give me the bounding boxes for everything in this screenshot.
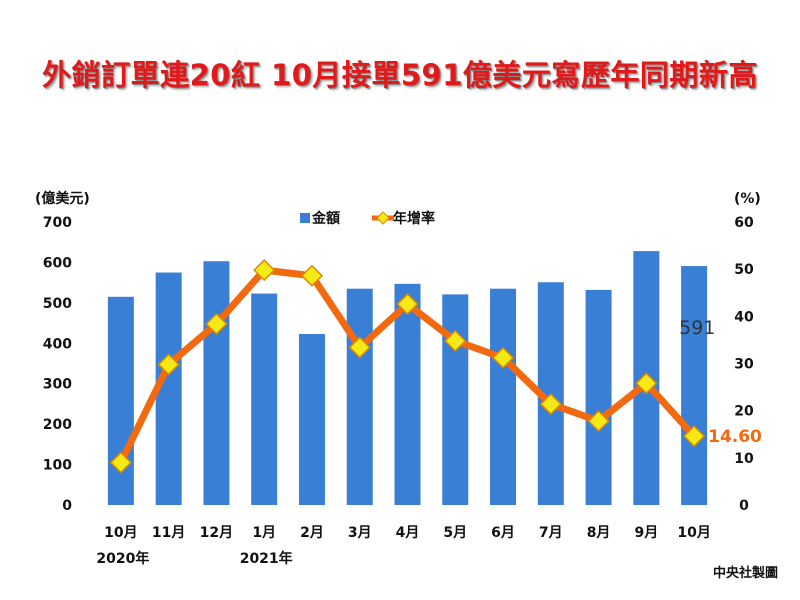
bar-4 <box>251 293 278 505</box>
left-tick-label: 600 <box>43 255 72 271</box>
left-tick-label: 200 <box>43 417 72 433</box>
left-tick-label: 700 <box>43 215 72 231</box>
x-tick-label: 12月 <box>200 525 233 541</box>
bar-1 <box>107 296 134 505</box>
bar-11 <box>585 289 612 505</box>
legend-bar-swatch <box>300 213 310 223</box>
growth-rate-marker-6 <box>348 336 371 359</box>
year-label: 2020年 <box>96 550 149 567</box>
x-tick-label: 10月 <box>677 525 710 541</box>
x-tick-label: 8月 <box>587 525 611 541</box>
right-tick-label: 50 <box>734 262 754 278</box>
bar-7 <box>394 283 421 505</box>
legend-line-label: 年增率 <box>393 210 435 227</box>
right-tick-label: 10 <box>734 451 754 467</box>
left-axis-label: (億美元) <box>35 190 90 207</box>
x-tick-label: 2月 <box>300 525 324 541</box>
growth-rate-marker-1 <box>109 451 132 474</box>
bar-13 <box>681 266 708 505</box>
bar-5 <box>298 333 325 505</box>
line-value-annotation: 14.60 <box>708 427 762 447</box>
growth-rate-marker-10 <box>539 393 562 416</box>
growth-rate-marker-13 <box>683 425 706 448</box>
credit-label: 中央社製圖 <box>712 566 778 581</box>
growth-rate-marker-8 <box>444 329 467 352</box>
right-tick-label: 40 <box>734 309 754 325</box>
right-tick-label: 60 <box>734 215 754 231</box>
x-tick-label: 4月 <box>396 525 420 541</box>
x-tick-label: 5月 <box>443 525 467 541</box>
left-tick-label: 300 <box>43 377 72 393</box>
right-axis-label: (%) <box>734 191 761 207</box>
right-tick-label: 20 <box>734 404 754 420</box>
x-tick-label: 11月 <box>152 525 185 541</box>
bar-value-annotation: 591 <box>679 317 715 339</box>
growth-rate-marker-5 <box>300 264 324 287</box>
legend-bar-label: 金額 <box>311 210 340 227</box>
growth-rate-marker-2 <box>157 353 180 376</box>
bar-3 <box>203 261 230 505</box>
x-tick-label: 10月 <box>104 525 137 541</box>
chart-title: 外銷訂單連20紅 10月接單591億美元寫歷年同期新高 <box>42 58 758 92</box>
growth-rate-marker-4 <box>253 259 276 282</box>
left-tick-label: 100 <box>43 458 72 474</box>
growth-rate-marker-11 <box>587 409 610 433</box>
bar-6 <box>346 288 373 505</box>
growth-rate-marker-3 <box>205 312 228 335</box>
left-tick-label: 500 <box>43 296 72 312</box>
bar-8 <box>442 294 469 505</box>
bar-9 <box>490 288 517 505</box>
x-tick-label: 9月 <box>634 525 658 541</box>
growth-rate-marker-12 <box>635 372 658 395</box>
x-tick-label: 7月 <box>539 525 563 541</box>
x-tick-label: 1月 <box>252 525 276 541</box>
right-tick-label: 0 <box>739 498 749 514</box>
x-tick-label: 6月 <box>491 525 515 541</box>
left-tick-label: 0 <box>62 498 72 514</box>
right-tick-label: 30 <box>734 357 754 373</box>
growth-rate-marker-9 <box>491 346 515 369</box>
growth-rate-marker-7 <box>396 293 419 316</box>
legend-marker-icon <box>376 211 390 225</box>
x-tick-label: 3月 <box>348 525 372 541</box>
left-tick-label: 400 <box>43 336 72 352</box>
year-label: 2021年 <box>240 550 293 567</box>
